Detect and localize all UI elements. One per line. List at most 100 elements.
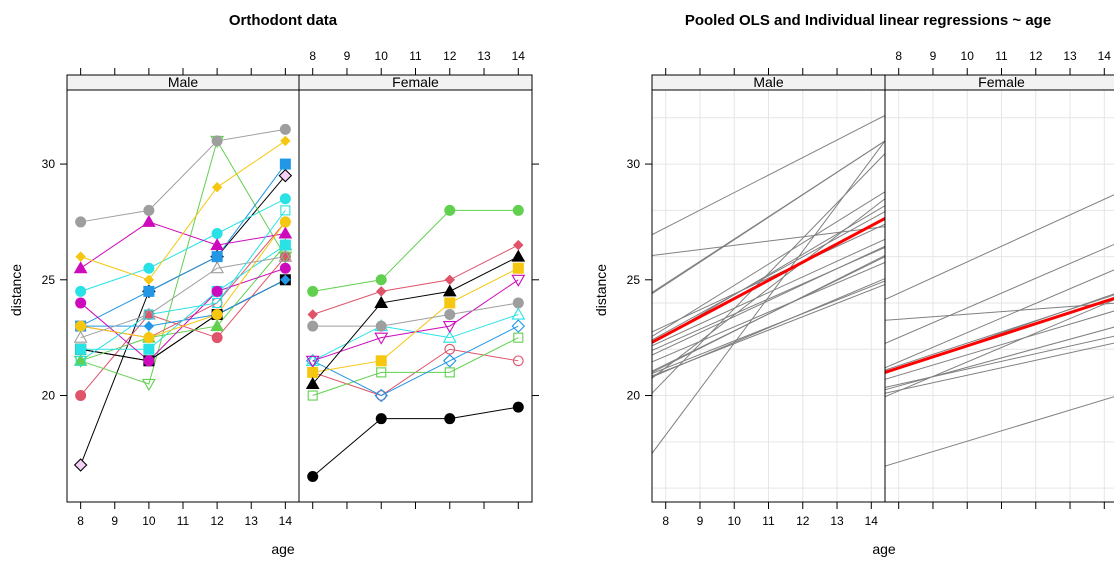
data-point: [212, 297, 223, 308]
individual-regression-line: [885, 299, 1114, 398]
series-line: [80, 221, 286, 339]
data-point: [444, 309, 456, 321]
x-tick-label-top: 10: [375, 49, 389, 63]
data-point: [210, 319, 224, 332]
data-point: [305, 353, 320, 366]
data-point: [142, 214, 156, 227]
series-line: [312, 337, 519, 397]
series-line: [80, 128, 286, 223]
data-point: [512, 204, 524, 216]
panel-border: [298, 89, 533, 503]
x-tick-label: 14: [279, 514, 293, 528]
data-point: [307, 471, 319, 483]
data-point: [279, 262, 291, 274]
y-tick-label: 30: [627, 157, 641, 171]
data-point: [75, 355, 86, 366]
data-point: [442, 354, 457, 368]
left-chart-title: Orthodont data: [229, 12, 338, 29]
x-tick-label: 8: [77, 514, 84, 528]
x-tick-label: 10: [142, 514, 156, 528]
data-point: [279, 193, 291, 205]
data-point: [375, 320, 387, 332]
data-point: [75, 343, 87, 355]
panel-male: Male 8 9 10 11 12 13 14: [66, 68, 300, 528]
data-point: [512, 401, 524, 413]
strip-label: Male: [753, 74, 784, 90]
data-point: [444, 367, 455, 378]
individual-regression-line: [652, 238, 885, 347]
series-line: [80, 256, 286, 339]
data-point: [305, 376, 320, 389]
panel-border: [66, 89, 300, 503]
individual-regression-line: [652, 280, 885, 375]
data-point: [210, 238, 224, 251]
panel-border: [884, 89, 1114, 503]
data-point: [305, 355, 320, 368]
strip-label: Female: [978, 74, 1025, 90]
series-line: [80, 139, 286, 385]
x-tick-label-top: 13: [477, 49, 491, 63]
data-point: [143, 332, 155, 344]
strip-label: Female: [392, 74, 439, 90]
data-point: [374, 332, 389, 345]
data-point: [444, 204, 456, 216]
data-point: [75, 297, 87, 309]
chart-plot-layer: 20 25 30 Male 8 9 10 11 12 13 14 Female 8 9 10 11 12 13 14…: [42, 49, 1114, 528]
series-line: [312, 267, 519, 373]
data-point: [512, 355, 524, 367]
x-tick-label: 8: [662, 514, 669, 528]
individual-regression-line: [885, 194, 1114, 300]
data-point: [307, 285, 319, 297]
right-chart-title: Pooled OLS and Individual linear regress…: [685, 12, 1051, 29]
individual-regression-line: [652, 115, 885, 236]
x-tick-label: 9: [697, 514, 704, 528]
series-line: [312, 325, 519, 397]
x-tick-label-top: 9: [344, 49, 351, 63]
data-point: [143, 343, 155, 355]
data-point: [511, 249, 526, 262]
data-point: [442, 284, 457, 297]
data-point: [307, 390, 318, 401]
y-tick-label: 25: [42, 273, 56, 287]
data-point: [75, 390, 87, 402]
data-point: [211, 332, 223, 344]
series-line: [312, 244, 519, 315]
x-tick-label: 12: [210, 514, 224, 528]
data-point: [511, 307, 526, 320]
x-tick-label-top: 13: [1063, 49, 1077, 63]
panel-male: Male 8 9 10 11 12 13 14: [651, 68, 886, 528]
panel-data: [885, 194, 1114, 467]
x-tick-label-top: 8: [895, 49, 902, 63]
data-point: [278, 251, 293, 264]
data-point: [143, 309, 154, 320]
x-tick-label-top: 9: [930, 49, 937, 63]
x-tick-label: 11: [762, 514, 775, 528]
data-point: [143, 285, 155, 297]
panel-female: Female 8 9 10 11 12 13 14: [298, 49, 533, 509]
data-point: [211, 285, 223, 297]
data-point: [374, 295, 389, 308]
individual-regression-line: [652, 140, 885, 295]
data-point: [444, 274, 455, 286]
individual-regression-line: [652, 226, 885, 256]
x-tick-label-top: 11: [409, 49, 422, 63]
data-point: [376, 286, 387, 297]
data-point: [280, 205, 291, 216]
data-point: [211, 135, 223, 147]
x-tick-label-top: 11: [995, 49, 1008, 63]
individual-regression-line: [652, 140, 885, 454]
data-point: [143, 355, 155, 367]
data-point: [279, 239, 291, 251]
series-line: [312, 256, 519, 385]
left-y-axis-label: distance: [8, 264, 24, 316]
right-x-axis-label: age: [872, 541, 896, 557]
right-y-axis-label: distance: [593, 264, 609, 316]
data-point: [143, 274, 155, 286]
data-point: [143, 262, 155, 274]
pooled-ols-line: [652, 217, 885, 344]
data-point: [307, 366, 319, 378]
left-x-axis-label: age: [271, 541, 295, 557]
series-line: [312, 314, 519, 362]
series-line: [80, 140, 286, 281]
series-line: [80, 210, 286, 362]
